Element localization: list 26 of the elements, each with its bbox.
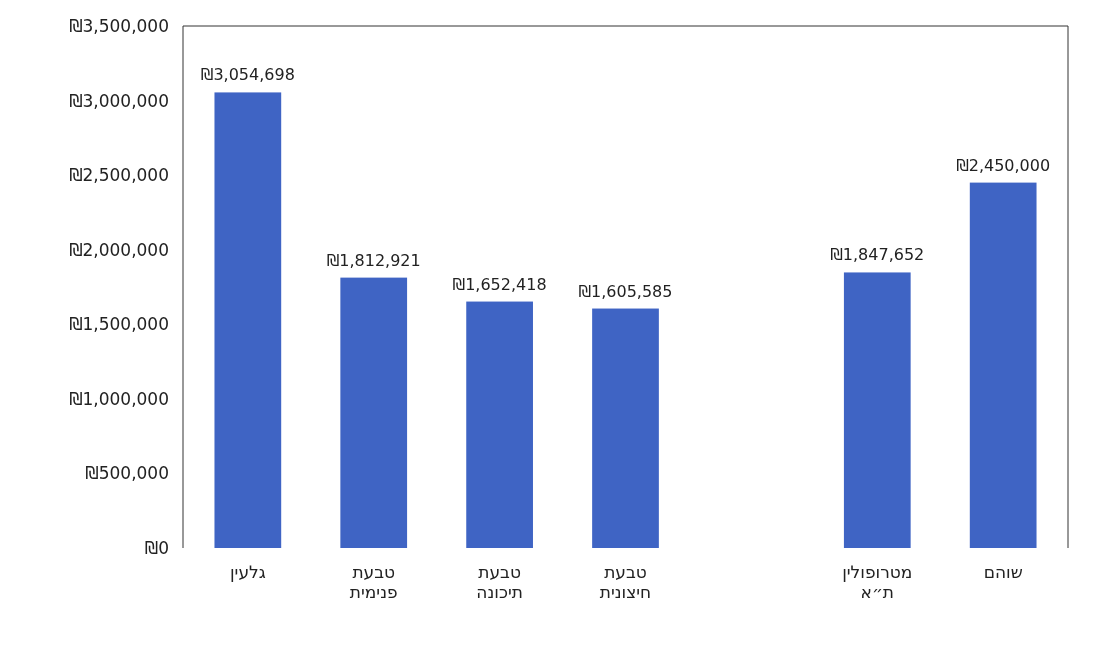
bar bbox=[843, 272, 911, 548]
y-tick-label: ₪3,500,000 bbox=[69, 15, 169, 36]
bar bbox=[340, 277, 408, 548]
y-tick-label: ₪500,000 bbox=[85, 463, 169, 484]
y-tick-label: ₪0 bbox=[144, 537, 169, 558]
data-label: ₪1,812,921 bbox=[326, 250, 421, 270]
data-label: ₪2,450,000 bbox=[956, 155, 1051, 175]
x-tick-label: גלעין bbox=[229, 562, 266, 582]
x-tick-label: טבעת חיצונית bbox=[599, 562, 652, 603]
y-tick-label: ₪3,000,000 bbox=[69, 90, 169, 111]
bar bbox=[969, 182, 1037, 548]
x-tick-label: טבעת תיכונה bbox=[476, 562, 523, 603]
x-tick-label: מטרופולין ת״א bbox=[842, 562, 913, 603]
y-tick-label: ₪1,500,000 bbox=[69, 314, 169, 335]
x-tick-label: טבעת פנימית bbox=[349, 562, 398, 603]
data-label: ₪1,652,418 bbox=[452, 274, 547, 294]
x-tick-label: שוהם bbox=[983, 562, 1023, 582]
data-label: ₪3,054,698 bbox=[200, 65, 295, 85]
y-tick-label: ₪2,500,000 bbox=[69, 165, 169, 186]
y-tick-label: ₪1,000,000 bbox=[69, 388, 169, 409]
bar bbox=[466, 301, 533, 548]
y-tick-label: ₪2,000,000 bbox=[69, 239, 169, 260]
bar bbox=[214, 92, 282, 548]
data-label: ₪1,605,585 bbox=[578, 281, 673, 301]
data-label: ₪1,847,652 bbox=[830, 245, 925, 265]
bar bbox=[592, 308, 659, 548]
